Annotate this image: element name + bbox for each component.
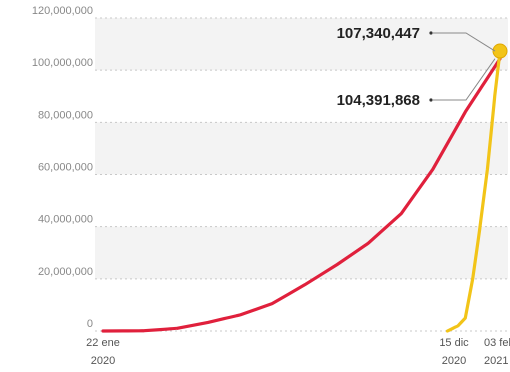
annotation-label: 104,391,868 — [337, 92, 420, 109]
y-tick-label: 80,000,000 — [38, 109, 93, 121]
annotation-dot — [429, 98, 433, 102]
gridlines — [95, 17, 508, 332]
grid-band — [95, 18, 508, 71]
annotations: 107,340,447 104,391,868 — [337, 25, 496, 109]
x-tick-day: 22 ene — [86, 337, 120, 349]
y-tick-label: 120,000,000 — [32, 5, 93, 17]
annotation-label: 107,340,447 — [337, 25, 420, 42]
x-tick-year: 2021 — [484, 355, 508, 367]
y-axis-ticks: 0 20,000,000 40,000,000 60,000,000 80,000,00… — [32, 5, 93, 330]
annotation-leader — [433, 32, 496, 52]
x-tick-year: 2020 — [91, 355, 115, 367]
y-tick-label: 40,000,000 — [38, 214, 93, 226]
y-tick-label: 20,000,000 — [38, 266, 93, 278]
x-tick-day: 15 dic — [439, 337, 469, 349]
grid-band — [95, 122, 508, 175]
y-tick-label: 0 — [87, 318, 93, 330]
endpoint-marker — [492, 43, 508, 59]
annotation-dot — [429, 31, 433, 35]
y-tick-label: 100,000,000 — [32, 57, 93, 69]
series-line-1 — [445, 49, 502, 333]
background-bands — [95, 18, 508, 279]
y-tick-label: 60,000,000 — [38, 162, 93, 174]
x-axis-ticks: 22 ene 2020 15 dic 2020 03 feb 2021 — [86, 337, 510, 367]
grid-band — [95, 226, 508, 279]
annotation-leader — [433, 58, 496, 101]
series-lines — [101, 43, 508, 333]
series-line-0 — [101, 57, 502, 333]
x-tick-year: 2020 — [442, 355, 466, 367]
x-tick-day: 03 feb — [484, 337, 510, 349]
